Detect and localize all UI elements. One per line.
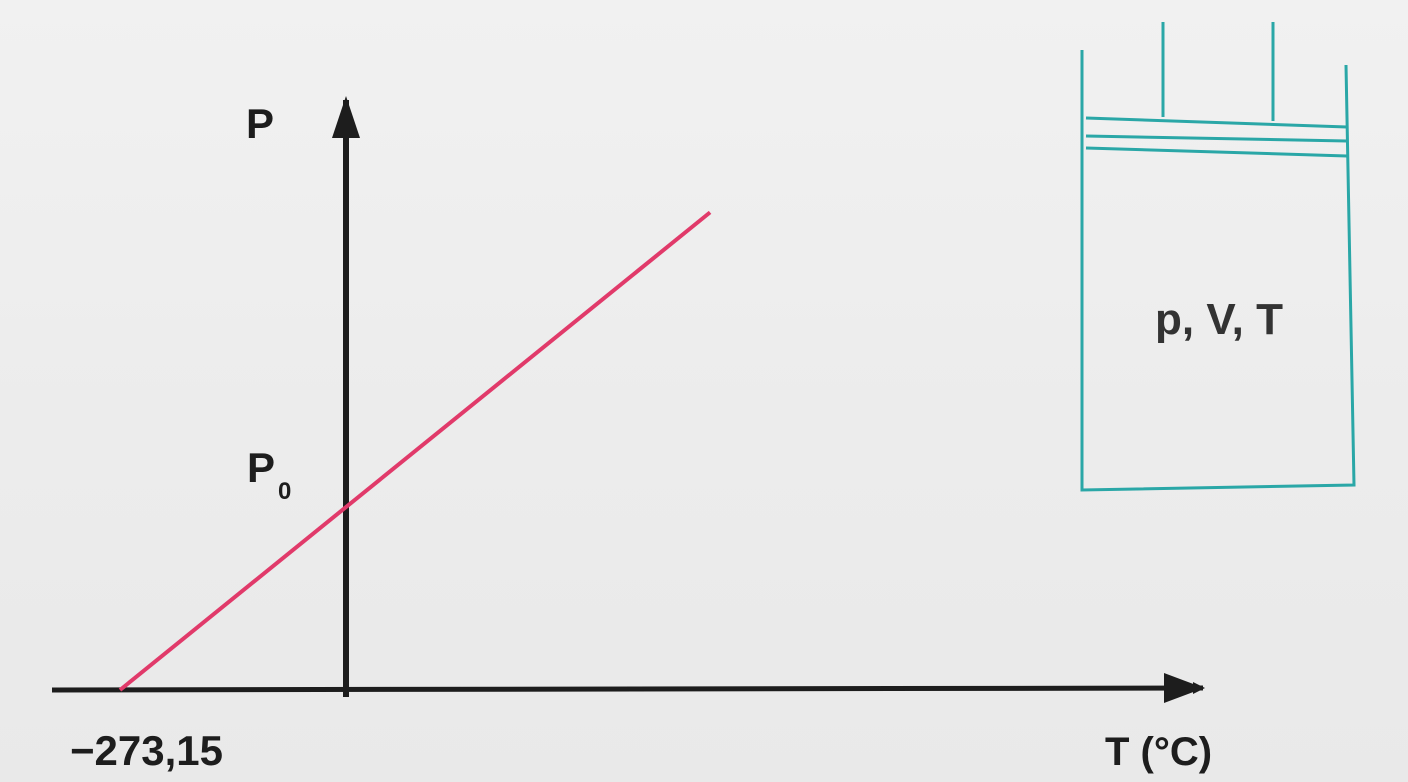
x-tick-label: −273,15 bbox=[70, 727, 223, 774]
x-axis-label: T (°C) bbox=[1105, 730, 1212, 774]
piston-top bbox=[1085, 116, 1348, 129]
gas-container: p, V, T bbox=[1080, 22, 1356, 492]
piston-middle bbox=[1085, 134, 1348, 143]
axes bbox=[51, 96, 1205, 703]
y-axis-label: P bbox=[246, 100, 274, 147]
container-body bbox=[1080, 50, 1356, 492]
p0-label: P 0 bbox=[247, 444, 291, 505]
pressure-line bbox=[118, 210, 712, 692]
piston-bottom bbox=[1085, 146, 1348, 158]
p0-label-base: P bbox=[247, 444, 275, 491]
container-label: p, V, T bbox=[1155, 295, 1283, 344]
p0-label-subscript: 0 bbox=[278, 478, 291, 505]
y-axis-arrowhead bbox=[332, 96, 360, 138]
x-axis bbox=[51, 682, 1205, 695]
x-axis-arrowhead bbox=[1164, 673, 1204, 703]
